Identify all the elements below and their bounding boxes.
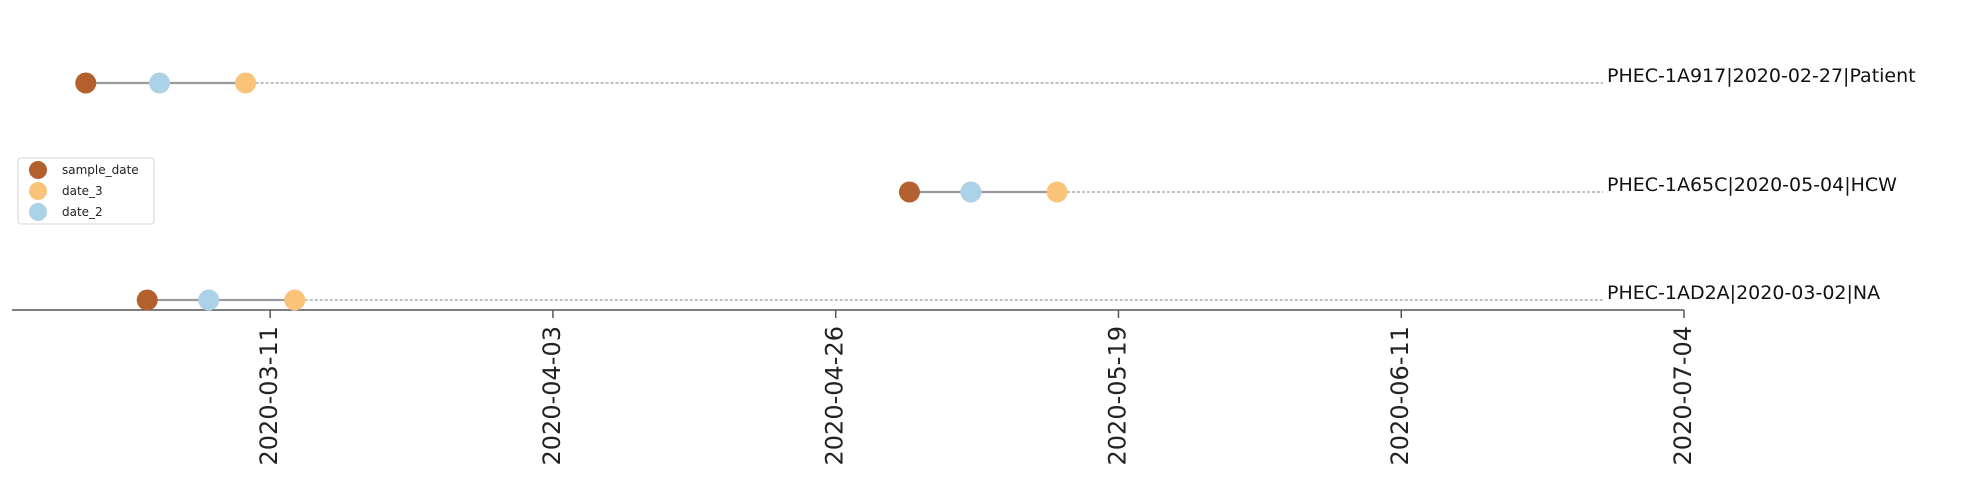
- x-tick-label: 2020-04-03: [538, 326, 566, 465]
- point-date-2: [149, 72, 171, 94]
- legend-marker-sample-date: [29, 161, 47, 179]
- point-date-2: [198, 289, 220, 311]
- legend-label-date-2: date_2: [62, 205, 103, 219]
- point-sample-date: [898, 181, 920, 203]
- legend: sample_date date_3 date_2: [17, 157, 155, 225]
- timeline-row: PHEC-1AD2A|2020-03-02|NA: [136, 282, 1880, 311]
- x-tick-label: 2020-03-11: [255, 326, 283, 465]
- point-date-3: [235, 72, 257, 94]
- x-axis-ticks: 2020-03-11 2020-04-03 2020-04-26 2020-05-19…: [255, 310, 1697, 465]
- point-sample-date: [136, 289, 158, 311]
- timeline-row: PHEC-1A65C|2020-05-04|HCW: [898, 174, 1897, 203]
- point-date-2: [960, 181, 982, 203]
- point-sample-date: [75, 72, 97, 94]
- point-date-3: [284, 289, 306, 311]
- x-tick-label: 2020-04-26: [821, 326, 849, 465]
- x-tick-label: 2020-07-04: [1669, 326, 1697, 465]
- row-label: PHEC-1A65C|2020-05-04|HCW: [1607, 174, 1897, 196]
- row-label: PHEC-1A917|2020-02-27|Patient: [1607, 65, 1916, 87]
- legend-label-date-3: date_3: [62, 184, 103, 198]
- x-tick-label: 2020-05-19: [1103, 326, 1131, 465]
- rows-layer: PHEC-1A917|2020-02-27|Patient PHEC-1A65C|…: [75, 65, 1916, 311]
- legend-label-sample-date: sample_date: [62, 163, 139, 177]
- point-date-3: [1046, 181, 1068, 203]
- legend-box: [17, 157, 155, 225]
- timeline-row: PHEC-1A917|2020-02-27|Patient: [75, 65, 1916, 94]
- row-label: PHEC-1AD2A|2020-03-02|NA: [1607, 282, 1880, 304]
- legend-marker-date-3: [29, 182, 47, 200]
- x-tick-label: 2020-06-11: [1386, 326, 1414, 465]
- legend-marker-date-2: [29, 203, 47, 221]
